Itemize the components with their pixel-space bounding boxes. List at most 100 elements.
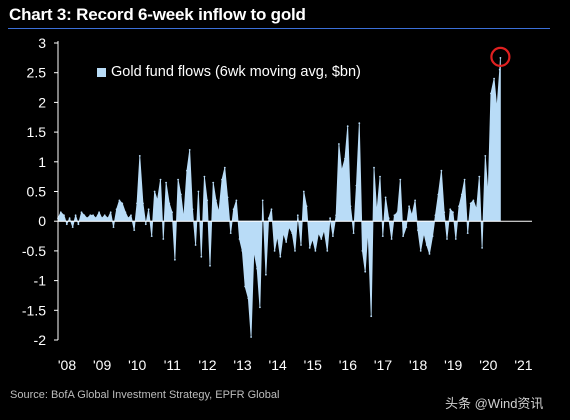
legend-label: Gold fund flows (6wk moving avg, $bn) — [111, 64, 361, 80]
data-point — [109, 211, 112, 214]
data-point — [431, 235, 434, 238]
data-point — [460, 193, 463, 196]
data-point — [153, 190, 156, 193]
data-point — [487, 193, 489, 196]
data-point — [346, 125, 349, 128]
data-point — [133, 229, 136, 232]
y-tick-label: -1.5 — [22, 302, 46, 318]
data-point — [349, 205, 352, 208]
data-point — [320, 238, 323, 240]
x-tick-label: '19 — [444, 357, 462, 373]
data-point — [217, 211, 220, 214]
data-point — [454, 238, 457, 240]
data-point — [384, 196, 387, 199]
data-point — [291, 232, 294, 235]
data-point — [103, 214, 106, 217]
data-point — [308, 247, 311, 249]
data-point — [414, 199, 416, 202]
data-point — [223, 166, 226, 169]
data-point — [314, 250, 317, 252]
data-point — [379, 175, 381, 178]
data-point — [150, 235, 153, 238]
y-tick-label: -0.5 — [22, 243, 46, 259]
data-point — [294, 250, 296, 252]
data-point — [206, 199, 209, 202]
data-point — [98, 211, 100, 214]
data-point — [101, 217, 103, 220]
data-point — [423, 232, 425, 235]
data-point — [121, 202, 124, 205]
data-point — [434, 214, 437, 217]
data-point — [493, 77, 495, 80]
data-point — [144, 223, 147, 226]
data-point — [267, 217, 270, 220]
x-tick-label: '11 — [164, 357, 181, 373]
data-point — [367, 229, 369, 232]
data-point — [475, 208, 478, 211]
data-point — [466, 232, 469, 235]
data-point — [329, 217, 331, 220]
data-point — [282, 232, 285, 235]
x-tick-label: '20 — [479, 357, 497, 373]
data-point — [165, 181, 168, 184]
data-point — [364, 270, 367, 273]
data-point — [399, 178, 402, 181]
data-point — [440, 169, 443, 172]
data-point — [256, 267, 258, 270]
data-point — [300, 244, 302, 246]
x-tick-label: '18 — [409, 357, 427, 373]
data-point — [352, 232, 355, 235]
data-point — [437, 193, 440, 196]
data-point — [498, 68, 501, 71]
x-tick-label: '17 — [374, 357, 392, 373]
legend-swatch — [97, 67, 106, 77]
data-point — [171, 211, 174, 214]
title-divider — [8, 28, 550, 29]
data-point — [472, 199, 475, 202]
data-point — [168, 202, 171, 205]
x-tick-label: '10 — [128, 357, 146, 373]
data-point — [182, 217, 185, 220]
data-point — [212, 181, 215, 184]
y-tick-label: 2 — [38, 94, 46, 110]
data-point — [261, 199, 264, 202]
data-point — [229, 232, 232, 235]
data-point — [402, 235, 404, 238]
x-tick-label: '12 — [198, 357, 216, 373]
data-point — [361, 250, 364, 252]
data-point — [463, 178, 466, 181]
data-point — [478, 175, 481, 178]
data-point — [238, 238, 241, 240]
data-point — [499, 57, 502, 59]
record-highlight-circle — [490, 46, 511, 68]
data-point — [326, 250, 329, 252]
data-point — [89, 214, 92, 217]
data-point — [390, 238, 393, 240]
y-tick-label: 1 — [38, 154, 46, 170]
data-point — [244, 285, 247, 288]
data-point — [250, 336, 253, 338]
data-point — [279, 255, 282, 258]
data-point — [305, 205, 308, 208]
data-point — [417, 229, 419, 232]
data-point — [265, 273, 267, 276]
data-point — [118, 199, 121, 202]
data-point — [276, 235, 279, 238]
data-point — [408, 205, 410, 208]
data-point — [142, 202, 144, 205]
data-point — [458, 205, 460, 208]
y-tick-label: 3 — [38, 35, 46, 51]
data-point — [86, 217, 88, 220]
data-point — [180, 193, 182, 196]
data-point — [484, 155, 487, 157]
data-point — [381, 235, 384, 238]
data-point — [449, 208, 452, 211]
x-tick-label: '08 — [58, 357, 76, 373]
data-point — [355, 184, 358, 187]
data-point — [200, 255, 203, 258]
data-point — [419, 250, 422, 252]
y-tick-label: 2.5 — [27, 65, 47, 81]
data-point — [370, 315, 373, 318]
data-point — [425, 244, 428, 246]
data-point — [136, 202, 138, 205]
